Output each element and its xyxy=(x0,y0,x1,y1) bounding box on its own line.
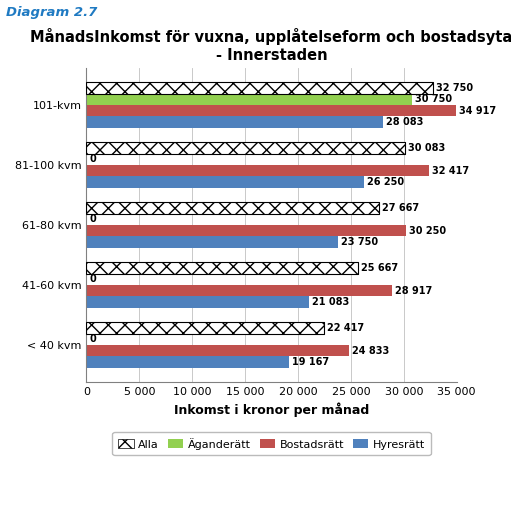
Text: 27 667: 27 667 xyxy=(382,203,419,213)
Text: 0: 0 xyxy=(89,155,97,165)
Bar xyxy=(86,202,379,213)
Bar xyxy=(86,285,392,296)
Text: 28 083: 28 083 xyxy=(386,117,424,127)
Text: 0: 0 xyxy=(89,335,97,345)
Bar xyxy=(86,262,358,273)
Bar xyxy=(86,322,323,333)
Bar xyxy=(86,202,379,213)
Text: Diagram 2.7: Diagram 2.7 xyxy=(6,6,98,19)
Bar xyxy=(86,356,289,368)
Text: 23 750: 23 750 xyxy=(341,237,378,247)
Text: 0: 0 xyxy=(89,275,97,285)
Text: 24 833: 24 833 xyxy=(352,346,389,356)
Text: 0: 0 xyxy=(89,215,97,225)
Title: MånadsInkomst för vuxna, upplåtelseform och bostadsyta
- Innerstaden: MånadsInkomst för vuxna, upplåtelseform … xyxy=(31,28,511,63)
Bar xyxy=(86,345,349,356)
Bar xyxy=(86,225,406,236)
Text: 25 667: 25 667 xyxy=(361,263,398,273)
Text: 32 750: 32 750 xyxy=(436,83,473,93)
Bar xyxy=(86,236,338,248)
Text: 34 917: 34 917 xyxy=(459,106,496,116)
Text: 19 167: 19 167 xyxy=(292,357,329,367)
Bar xyxy=(86,176,364,188)
Bar xyxy=(86,105,456,116)
Text: 30 250: 30 250 xyxy=(409,226,447,236)
Bar xyxy=(86,116,383,128)
Bar xyxy=(86,296,310,308)
Bar xyxy=(86,82,433,93)
Bar xyxy=(86,142,405,153)
Bar xyxy=(86,322,323,333)
Text: 22 417: 22 417 xyxy=(327,323,364,333)
Text: 30 750: 30 750 xyxy=(414,95,452,105)
X-axis label: Inkomst i kronor per månad: Inkomst i kronor per månad xyxy=(174,402,369,417)
Text: 32 417: 32 417 xyxy=(432,166,470,176)
Bar xyxy=(86,93,412,105)
Text: 28 917: 28 917 xyxy=(396,286,432,296)
Text: 21 083: 21 083 xyxy=(312,297,350,307)
Bar xyxy=(86,82,433,93)
Bar xyxy=(86,165,429,176)
Text: 26 250: 26 250 xyxy=(367,177,404,187)
Bar xyxy=(86,142,405,153)
Bar xyxy=(86,262,358,273)
Legend: Alla, Äganderätt, Bostadsrätt, Hyresrätt: Alla, Äganderätt, Bostadsrätt, Hyresrätt xyxy=(112,432,431,455)
Text: 30 083: 30 083 xyxy=(408,143,445,153)
